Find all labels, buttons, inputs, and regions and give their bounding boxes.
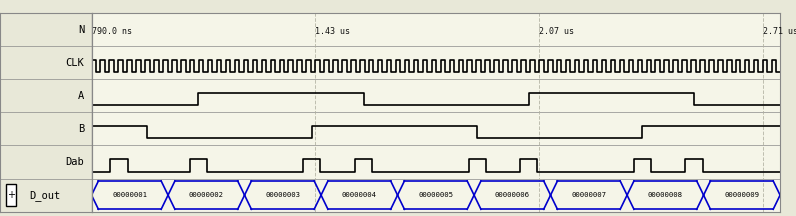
Text: 00000003: 00000003 xyxy=(265,192,300,198)
Text: 790.0 ns: 790.0 ns xyxy=(92,27,131,36)
Text: 00000005: 00000005 xyxy=(419,192,453,198)
Text: 00000007: 00000007 xyxy=(572,192,607,198)
Text: 00000009: 00000009 xyxy=(724,192,759,198)
Text: D_out: D_out xyxy=(29,190,60,201)
Text: 00000006: 00000006 xyxy=(495,192,530,198)
Text: 2.71 us: 2.71 us xyxy=(763,27,796,36)
Text: CLK: CLK xyxy=(65,58,84,68)
Text: N: N xyxy=(78,25,84,35)
Text: 00000001: 00000001 xyxy=(112,192,147,198)
Text: 00000004: 00000004 xyxy=(341,192,377,198)
Text: 00000002: 00000002 xyxy=(189,192,224,198)
Text: Dab: Dab xyxy=(65,157,84,167)
Text: +: + xyxy=(7,190,15,200)
FancyBboxPatch shape xyxy=(6,184,16,206)
Text: 1.43 us: 1.43 us xyxy=(315,27,350,36)
Text: 2.07 us: 2.07 us xyxy=(539,27,574,36)
Text: A: A xyxy=(78,91,84,101)
Text: B: B xyxy=(78,124,84,134)
Text: 00000008: 00000008 xyxy=(648,192,683,198)
